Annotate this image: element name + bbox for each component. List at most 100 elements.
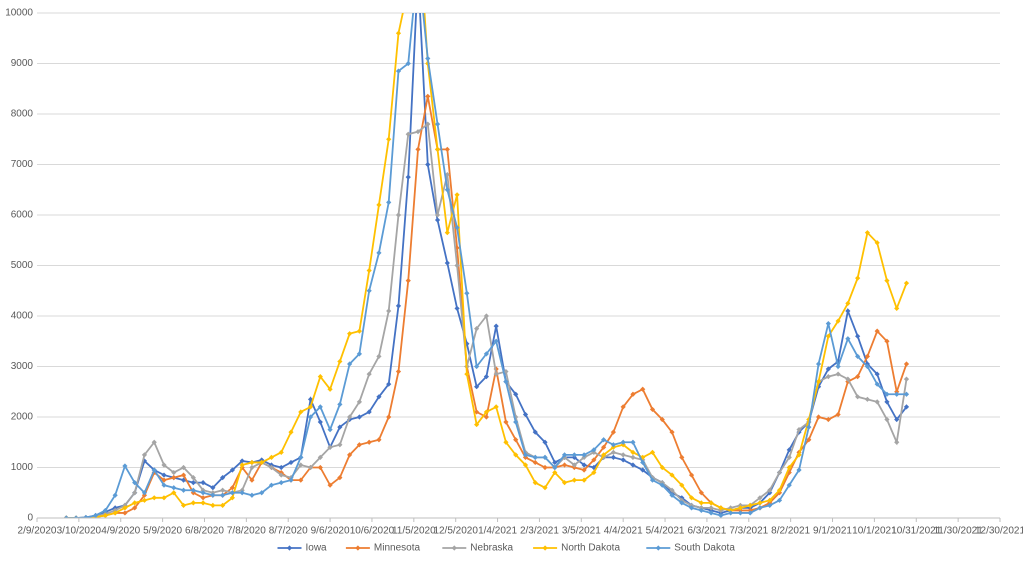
point bbox=[180, 502, 187, 508]
point bbox=[190, 487, 196, 493]
point bbox=[141, 452, 148, 458]
point bbox=[855, 374, 861, 380]
x-tick-label: 7/8/2020 bbox=[227, 526, 266, 537]
point bbox=[180, 464, 187, 471]
point bbox=[855, 394, 861, 400]
x-tick-label: 3/10/2020 bbox=[57, 526, 102, 537]
point bbox=[454, 262, 460, 269]
point bbox=[337, 424, 343, 430]
point bbox=[190, 475, 196, 481]
point bbox=[688, 505, 695, 511]
point bbox=[425, 121, 431, 127]
point bbox=[591, 457, 597, 463]
point bbox=[249, 464, 255, 471]
series-line bbox=[66, 13, 908, 518]
x-tick-label: 8/7/2020 bbox=[269, 526, 308, 537]
point bbox=[513, 419, 519, 425]
point bbox=[102, 507, 108, 514]
point bbox=[327, 386, 333, 392]
point bbox=[386, 308, 392, 314]
point bbox=[561, 462, 568, 468]
point bbox=[171, 485, 177, 491]
point bbox=[366, 288, 372, 294]
point bbox=[845, 336, 851, 342]
legend-marker bbox=[286, 545, 293, 551]
point bbox=[884, 338, 890, 344]
point bbox=[493, 371, 499, 377]
point bbox=[503, 419, 509, 425]
point bbox=[337, 401, 343, 407]
x-tick-label: 2/3/2021 bbox=[520, 526, 559, 537]
point bbox=[151, 439, 157, 445]
point bbox=[395, 303, 402, 309]
x-tick-label: 2/9/2020 bbox=[18, 526, 57, 537]
legend: Iowa Minnesota Nebraska North Dakota South D… bbox=[277, 543, 735, 554]
point bbox=[317, 419, 323, 425]
point bbox=[434, 217, 441, 223]
point bbox=[767, 502, 773, 508]
point bbox=[522, 411, 529, 418]
point bbox=[894, 305, 900, 312]
point bbox=[835, 363, 841, 370]
point bbox=[542, 464, 548, 471]
point bbox=[483, 414, 489, 420]
point bbox=[171, 475, 177, 481]
point bbox=[161, 462, 167, 468]
point bbox=[688, 472, 695, 478]
point bbox=[884, 399, 890, 405]
point bbox=[102, 512, 108, 518]
x-tick-label: 6/8/2020 bbox=[185, 526, 224, 537]
point bbox=[835, 318, 841, 324]
point bbox=[894, 439, 900, 445]
x-tick-label: 3/5/2021 bbox=[562, 526, 601, 537]
point bbox=[747, 502, 753, 508]
point bbox=[63, 515, 69, 518]
point bbox=[356, 414, 362, 420]
point bbox=[825, 374, 831, 380]
point bbox=[425, 55, 431, 62]
point bbox=[278, 472, 284, 478]
point bbox=[610, 442, 617, 448]
point bbox=[454, 305, 460, 312]
point bbox=[239, 462, 245, 468]
point bbox=[405, 131, 411, 137]
y-tick-label: 9000 bbox=[11, 58, 34, 69]
point bbox=[278, 480, 284, 486]
x-tick-label: 12/30/2021 bbox=[975, 526, 1023, 537]
point bbox=[307, 414, 314, 420]
point bbox=[503, 439, 509, 445]
point bbox=[815, 384, 822, 390]
point bbox=[864, 396, 871, 402]
point bbox=[679, 482, 685, 488]
point bbox=[444, 172, 450, 178]
point bbox=[874, 399, 880, 405]
point bbox=[366, 371, 372, 377]
point bbox=[825, 333, 831, 339]
legend-label: North Dakota bbox=[561, 543, 620, 554]
point bbox=[903, 280, 910, 286]
point bbox=[415, 129, 421, 135]
point bbox=[376, 394, 382, 400]
point bbox=[513, 391, 519, 397]
point bbox=[454, 225, 460, 231]
point bbox=[444, 230, 450, 236]
point bbox=[493, 338, 499, 344]
point bbox=[718, 505, 724, 511]
point bbox=[239, 490, 245, 496]
x-tick-label: 6/3/2021 bbox=[687, 526, 726, 537]
x-tick-label: 9/6/2020 bbox=[311, 526, 350, 537]
plot-area bbox=[63, 13, 910, 518]
point bbox=[874, 371, 880, 377]
point bbox=[259, 490, 265, 496]
point bbox=[552, 464, 558, 471]
point bbox=[552, 459, 558, 466]
point bbox=[93, 512, 99, 518]
point bbox=[347, 452, 353, 458]
point bbox=[483, 313, 489, 319]
y-tick-label: 2000 bbox=[11, 412, 34, 423]
point bbox=[307, 396, 314, 402]
series-line bbox=[66, 13, 908, 518]
point bbox=[434, 212, 441, 218]
point bbox=[786, 482, 792, 488]
